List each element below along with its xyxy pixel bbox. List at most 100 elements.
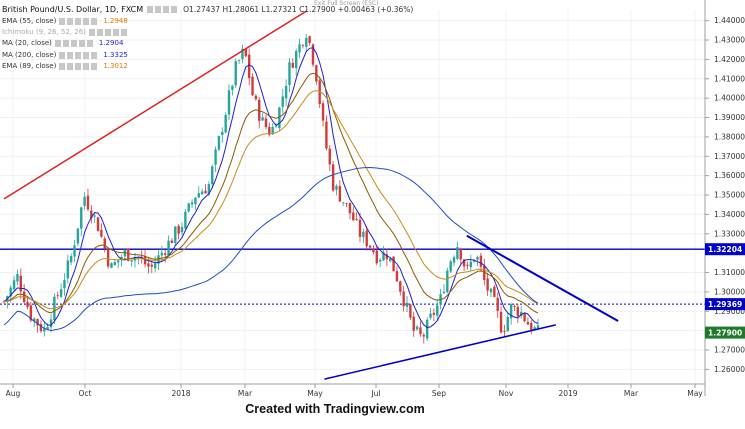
candle-body (294, 50, 298, 69)
trendline[interactable] (324, 324, 556, 380)
legend-value: 1.2948 (103, 16, 128, 25)
candle-body (261, 117, 264, 121)
time-axis[interactable]: Aug Oct 2018 Mar May Jul Sep Nov 2019 Mar May (0, 383, 705, 398)
level-badge-label: 1.29369 (708, 300, 742, 309)
price-tick-label: 1.29000 (714, 307, 745, 316)
candle-body (352, 212, 355, 221)
price-tick-label: 1.41000 (714, 74, 745, 83)
legend-row[interactable]: EMA (89, close) 1.3012 (2, 61, 413, 72)
candle-body (476, 257, 479, 260)
legend-row[interactable]: MA (200, close) 1.3325 (2, 50, 413, 61)
candle-body (164, 253, 167, 255)
candle-body (177, 225, 180, 234)
candle-body (298, 44, 301, 53)
candle-body (308, 36, 311, 44)
candle-body (499, 311, 503, 333)
ma200-line (3, 166, 539, 332)
candle-body (83, 196, 86, 206)
candle-body (419, 327, 422, 335)
candle-body (405, 302, 409, 307)
candle-body (516, 306, 520, 317)
candle-body (116, 260, 120, 263)
candle-body (321, 103, 325, 121)
candle-body (268, 126, 271, 135)
candle-body (12, 280, 16, 290)
candle-body (234, 61, 237, 86)
candle-body (342, 202, 345, 204)
candle-body (328, 148, 331, 165)
candle-body (244, 49, 248, 57)
candle-body (2, 301, 6, 303)
candle-body (80, 207, 83, 229)
price-tick-label: 1.26000 (714, 365, 745, 374)
candle-body (258, 99, 261, 121)
legend-row[interactable]: MA (20, close) 1.2904 (2, 38, 413, 49)
candle-body (523, 313, 526, 322)
grid (0, 10, 705, 384)
candle-body (382, 252, 385, 261)
legend-settings-icons[interactable] (88, 28, 129, 36)
candle-body (311, 44, 315, 65)
legend-label: EMA (89, close) (2, 62, 57, 71)
candle-body (170, 240, 174, 243)
legend-row[interactable]: EMA (55, close) 1.2948 (2, 15, 413, 26)
time-tick-label: Nov (499, 389, 514, 398)
candle-body (69, 256, 73, 263)
price-tick-label: 1.42000 (714, 55, 745, 64)
candle-body (190, 202, 194, 205)
last-price-badge-label: 1.27900 (708, 329, 742, 338)
candle-body (167, 240, 170, 257)
candle-body (9, 287, 12, 297)
time-tick-label: Sep (432, 389, 446, 398)
candle-body (237, 60, 241, 61)
level-badge: 1.29369 (705, 298, 745, 311)
candle-body (106, 249, 110, 267)
candle-body (412, 316, 415, 331)
candle-body (429, 313, 432, 318)
candle-body (358, 219, 362, 237)
legend-settings-icons[interactable] (59, 63, 100, 71)
candle-body (432, 312, 436, 315)
candle-body (466, 264, 469, 266)
price-tick-label: 1.31000 (714, 268, 745, 277)
candle-body (49, 319, 53, 328)
trendline[interactable] (466, 234, 619, 322)
candle-body (194, 197, 197, 205)
candle-body (489, 288, 493, 293)
toolbar-icons[interactable] (147, 6, 180, 14)
legend-settings-icons[interactable] (59, 51, 100, 59)
candle-body (530, 322, 533, 331)
legend-title-row: British Pound/U.S. Dollar, 1D, FXCM O1.2… (2, 4, 413, 15)
price-tick-label: 1.34000 (714, 210, 745, 219)
candle-body (415, 326, 419, 330)
candle-body (362, 231, 365, 238)
ohlc-readout: O1.27437 H1.28061 L1.27321 C1.27900 +0.0… (183, 5, 414, 15)
candle-body (130, 260, 133, 262)
ema55-line (3, 72, 539, 314)
time-tick-label: 2019 (558, 389, 577, 398)
symbol-title[interactable]: British Pound/U.S. Dollar, 1D, FXCM (2, 5, 144, 15)
last-price-badge-bg (705, 326, 745, 339)
candle-body (399, 281, 402, 292)
candle-body (184, 211, 187, 229)
legend-settings-icons[interactable] (54, 40, 95, 48)
last-price-badge: 1.27900 (705, 326, 745, 339)
candle-body (493, 286, 496, 297)
trendlines (3, 10, 619, 380)
candle-body (227, 90, 231, 115)
price-axis[interactable]: 1.44000 1.43000 1.42000 1.41000 1.40000 1.390… (704, 0, 745, 400)
legend-row[interactable]: Ichimoku (9, 26, 52, 26) (2, 27, 413, 38)
price-tick-label: 1.43000 (714, 36, 745, 45)
ma20-line (3, 47, 539, 329)
candle-body (93, 215, 96, 217)
candle-body (536, 325, 540, 329)
candle-body (247, 54, 251, 79)
candle-body (436, 305, 439, 316)
trendline[interactable] (3, 10, 307, 200)
candle-body (402, 291, 405, 307)
candle-body (16, 273, 19, 282)
candle-body (127, 248, 130, 261)
exit-full-screen-link[interactable]: Exit Full Screen (ESC) (314, 0, 379, 7)
legend-settings-icons[interactable] (59, 17, 100, 25)
